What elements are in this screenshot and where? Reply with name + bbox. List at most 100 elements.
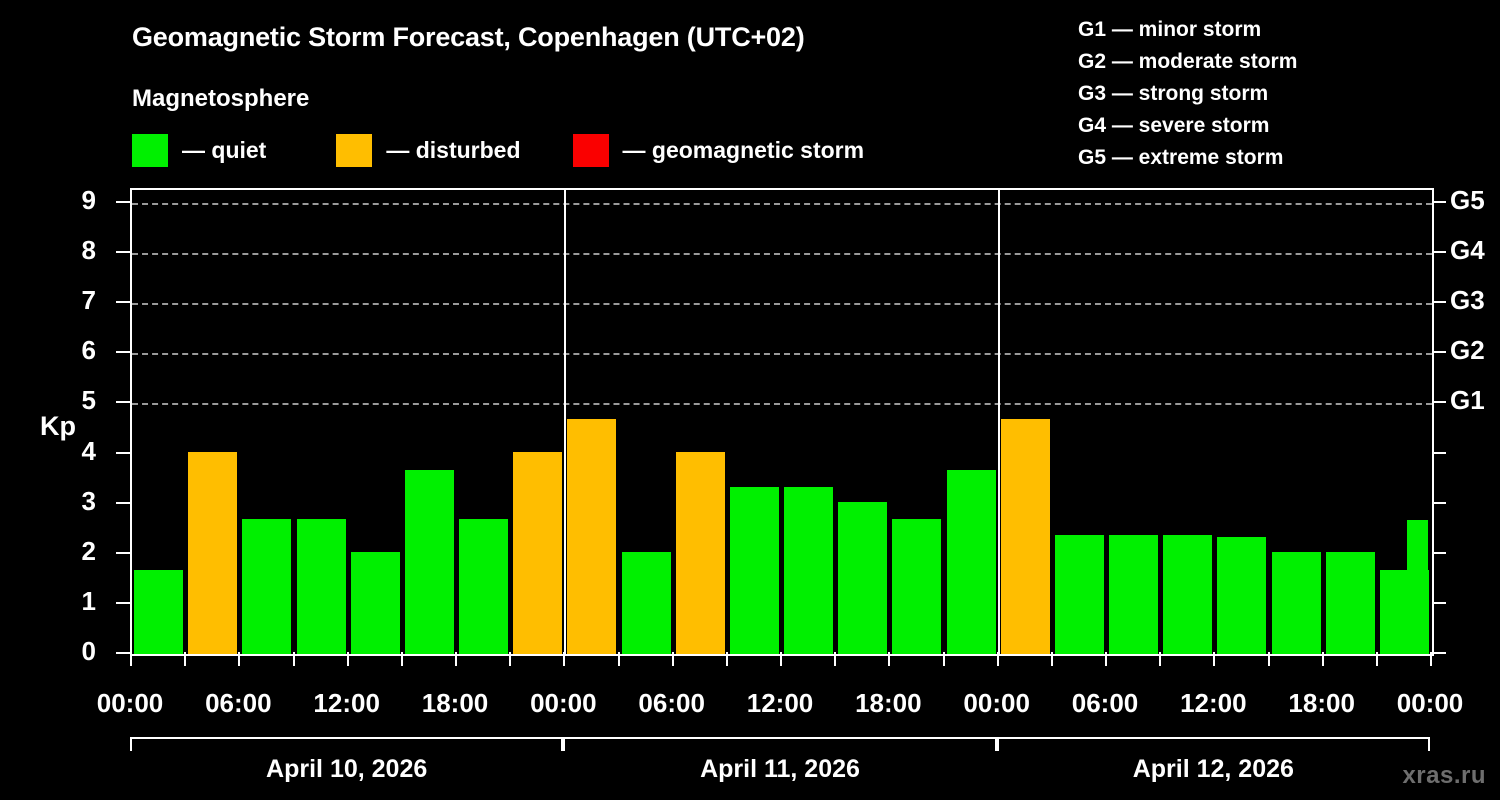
x-tick-label: 18:00 [855,688,922,718]
y-tick-label-9: 9 [81,185,96,216]
legend-heading: Magnetosphere [132,85,310,112]
x-tick-label: 12:00 [746,688,814,718]
x-tick-mark [780,652,782,666]
y-tick-mark [116,351,130,354]
y-tick-label-3: 3 [81,485,96,516]
y-tick-label-8: 8 [81,235,96,266]
bar [459,518,509,654]
bar [296,518,346,654]
page-title: Geomagnetic Storm Forecast, Copenhagen (… [132,22,805,52]
x-tick-mark [400,652,403,666]
x-tick-mark [1430,652,1432,666]
x-tick-mark [292,652,295,666]
y-tick-label-1: 1 [81,585,96,616]
x-tick-label: 18:00 [421,688,489,718]
bar [621,552,671,654]
bar [784,487,834,654]
bar [567,418,617,654]
y-tick-mark [116,652,130,654]
legend-item-storm: — geomagnetic storm [572,132,865,168]
y-tick-mark [116,601,130,604]
y-tick-mark [116,551,130,554]
legend-swatch-disturbed-icon [336,133,373,167]
g-tick-mark-minor [1432,451,1446,454]
bar [1109,535,1159,654]
x-tick-label: 00:00 [1396,688,1464,718]
day-label: April 11, 2026 [700,755,860,783]
g-scale-line-g2: G2 — moderate storm [1078,50,1298,73]
x-tick-mark [509,652,512,666]
legend-label-quiet: — quiet [182,136,267,163]
x-tick-mark [184,652,187,666]
x-tick-label: 12:00 [313,688,380,718]
g-tick-mark [1432,351,1446,354]
x-tick-mark [1050,652,1053,666]
x-tick-label: 00:00 [96,688,164,718]
x-tick-mark [888,652,891,666]
g-scale-line-g4: G4 — severe storm [1078,114,1270,137]
y-tick-label-4: 4 [81,435,96,466]
day-label: April 12, 2026 [1132,755,1294,783]
gridline-kp-8 [132,253,1432,256]
y-tick-label-7: 7 [81,285,96,316]
bar [946,470,996,654]
bar [1163,535,1213,654]
x-tick-mark [1159,652,1162,666]
day-label: April 10, 2026 [266,755,428,783]
x-tick-label: 06:00 [638,688,705,718]
magnetosphere-legend: — quiet — disturbed — geomagnetic storm [132,132,864,168]
legend-item-quiet: — quiet [132,132,266,168]
g-scale-line-g5: G5 — extreme storm [1078,146,1284,169]
bar [1271,552,1321,654]
x-tick-label: 00:00 [530,688,597,718]
x-tick-mark [455,652,457,666]
legend-label-storm: — geomagnetic storm [622,136,865,163]
bar [134,570,184,654]
bar [1325,552,1375,654]
g-tick-mark-minor [1432,551,1446,554]
y-tick-label-6: 6 [81,335,96,366]
x-tick-label: 12:00 [1180,688,1247,718]
legend-item-disturbed: — disturbed [336,132,521,168]
g-tick-label-g2: G2 [1450,335,1485,366]
x-tick-label: 00:00 [963,688,1030,718]
y-tick-mark [116,201,130,204]
g-tick-mark-minor [1432,501,1446,504]
day-bracket [563,737,997,751]
y-tick-label-0: 0 [81,636,96,666]
x-tick-mark [238,652,241,666]
g-tick-mark [1432,251,1446,254]
x-tick-mark [834,652,837,666]
g-scale-legend: G1 — minor storm G2 — moderate storm G3 … [1078,14,1297,174]
y-tick-mark [116,301,130,304]
x-tick-mark [1375,652,1378,666]
day-bracket [130,737,564,751]
watermark: xras.ru [1402,762,1486,789]
y-axis-title: Kp [40,411,76,441]
gridline-kp-5 [132,403,1432,406]
x-tick-mark [942,652,945,666]
y-tick-mark [116,251,130,254]
g-tick-label-g3: G3 [1450,285,1485,316]
y-tick-mark [116,451,130,454]
x-tick-mark [346,652,349,666]
bar [1054,535,1104,654]
g-scale-line-g1: G1 — minor storm [1078,18,1262,41]
plot-area [130,188,1434,656]
g-scale-line-g3: G3 — strong storm [1078,82,1269,105]
y-tick-label-2: 2 [81,535,96,566]
plot-inner [132,190,1432,654]
gridline-kp-7 [132,303,1432,306]
legend-swatch-storm-icon [572,133,609,167]
bar [513,452,563,654]
g-tick-mark [1432,401,1446,404]
g-tick-mark [1432,301,1446,304]
day-separator [997,190,1000,654]
day-separator [564,190,567,654]
y-tick-label-5: 5 [81,385,96,416]
bar [675,452,725,654]
x-tick-mark [1213,652,1216,666]
bar [729,487,779,654]
x-tick-mark [1267,652,1270,666]
